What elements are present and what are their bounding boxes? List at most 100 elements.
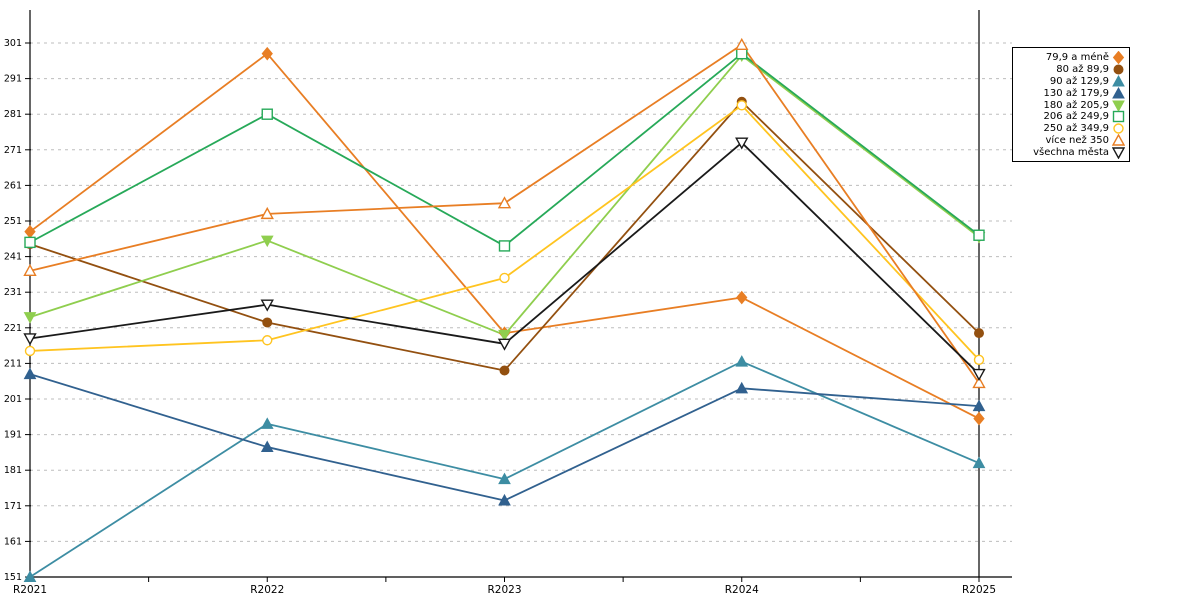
data-point-marker [23, 333, 37, 346]
data-point-marker [260, 206, 274, 220]
data-point-marker [23, 570, 37, 582]
y-axis-tick-label: 191 [4, 430, 22, 441]
data-point-marker [1112, 147, 1125, 159]
legend-item-label: 206 až 249,9 [1043, 111, 1109, 123]
x-axis-tick-label: R2021 [13, 584, 47, 596]
data-point-marker [499, 365, 510, 376]
y-axis-tick-label: 161 [4, 536, 22, 547]
legend-item: všechna města [1017, 146, 1125, 159]
data-point-marker [1113, 64, 1124, 75]
y-axis-tick-label: 201 [4, 394, 22, 405]
x-axis-tick-label: R2025 [962, 584, 996, 596]
data-point-marker [1112, 51, 1125, 65]
y-axis-tick-label: 181 [4, 465, 22, 476]
legend-item: více než 350 [1017, 133, 1125, 147]
data-point-marker [735, 37, 749, 50]
data-point-marker [23, 312, 37, 324]
legend-diamond-icon [1112, 51, 1125, 65]
data-point-marker [262, 317, 273, 328]
data-point-marker [735, 137, 749, 150]
data-point-marker [498, 472, 511, 485]
legend-triangle-up-icon [1112, 75, 1125, 87]
data-point-marker [499, 272, 510, 284]
data-point-marker [498, 329, 511, 342]
y-axis-tick-label: 281 [4, 109, 22, 120]
series-line [29, 360, 980, 578]
legend-item: 130 až 179,9 [1017, 86, 1125, 99]
legend-item: 206 až 249,9 [1017, 111, 1125, 123]
legend-circle-icon [1113, 64, 1124, 75]
legend-item: 250 až 349,9 [1017, 123, 1125, 135]
data-point-marker [260, 299, 274, 312]
legend-item-label: všechna města [1033, 146, 1109, 158]
data-point-marker [972, 456, 986, 469]
legend-item-label: 90 až 129,9 [1049, 75, 1109, 87]
data-point-marker [1112, 111, 1125, 123]
y-axis-tick-label: 231 [4, 287, 22, 298]
data-point-marker [260, 440, 274, 453]
data-point-marker [23, 263, 37, 277]
legend-triangle-up-icon [1112, 133, 1125, 146]
y-axis-tick-label: 271 [4, 145, 22, 156]
data-point-marker [735, 381, 749, 394]
data-point-marker [1112, 100, 1125, 112]
data-point-marker [23, 367, 37, 380]
y-axis-tick-label: 241 [4, 252, 22, 263]
legend-item-label: 180 až 205,9 [1043, 99, 1109, 111]
y-axis-tick-label: 261 [4, 180, 22, 191]
y-axis-tick-label: 171 [4, 501, 22, 512]
data-point-marker [972, 399, 986, 412]
legend-square-icon [1112, 111, 1125, 123]
data-point-marker [260, 417, 274, 429]
data-point-marker [498, 493, 511, 506]
data-point-marker [972, 376, 986, 389]
legend-item-label: 130 až 179,9 [1043, 87, 1109, 99]
data-point-marker [498, 240, 511, 252]
chart-legend: 79,9 a méně 80 až 89,9 90 až 129,9 130 až 1… [1012, 47, 1130, 163]
data-point-marker [736, 100, 747, 111]
y-axis-tick-label: 251 [4, 216, 22, 227]
legend-item: 80 až 89,9 [1017, 64, 1125, 76]
legend-triangle-down-icon [1112, 147, 1125, 159]
legend-item: 90 až 129,9 [1017, 75, 1125, 88]
data-point-marker [1112, 75, 1125, 87]
data-point-marker [497, 338, 512, 351]
legend-circle-icon [1113, 123, 1124, 134]
legend-item-label: 79,9 a méně [1045, 52, 1109, 64]
data-point-marker [24, 236, 36, 249]
data-point-marker [24, 224, 36, 239]
data-point-marker [260, 235, 274, 248]
data-point-marker [973, 411, 985, 426]
legend-item-label: 250 až 349,9 [1043, 123, 1109, 135]
data-point-marker [973, 354, 985, 366]
data-point-marker [736, 47, 748, 60]
y-axis-tick-label: 301 [4, 38, 22, 49]
x-axis-tick-label: R2024 [725, 584, 759, 596]
data-point-marker [1113, 123, 1124, 134]
series-line [29, 104, 980, 361]
data-point-marker [261, 46, 273, 61]
data-point-marker [262, 335, 273, 346]
y-axis-tick-label: 221 [4, 323, 22, 334]
data-point-marker [973, 229, 985, 241]
data-point-marker [24, 345, 36, 357]
y-axis-tick-label: 151 [4, 572, 22, 583]
x-axis-tick-label: R2022 [250, 584, 284, 596]
legend-item-label: více než 350 [1045, 134, 1109, 146]
data-point-marker [974, 328, 984, 339]
y-axis-tick-label: 211 [4, 358, 22, 369]
data-point-marker [972, 368, 986, 382]
data-point-marker [1112, 133, 1125, 146]
legend-triangle-down-icon [1112, 100, 1125, 112]
x-axis-tick-label: R2023 [487, 584, 521, 596]
legend-item-label: 80 až 89,9 [1056, 64, 1109, 76]
data-point-marker [261, 108, 273, 120]
data-point-marker [1112, 86, 1125, 99]
legend-item: 79,9 a méně [1017, 51, 1125, 65]
legend-triangle-up-icon [1112, 86, 1125, 99]
data-point-marker [497, 196, 512, 209]
data-point-marker [736, 290, 748, 305]
legend-item: 180 až 205,9 [1017, 99, 1125, 112]
